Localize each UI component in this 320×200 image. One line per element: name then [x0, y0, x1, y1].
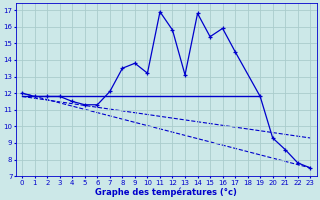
- X-axis label: Graphe des températures (°c): Graphe des températures (°c): [95, 187, 237, 197]
